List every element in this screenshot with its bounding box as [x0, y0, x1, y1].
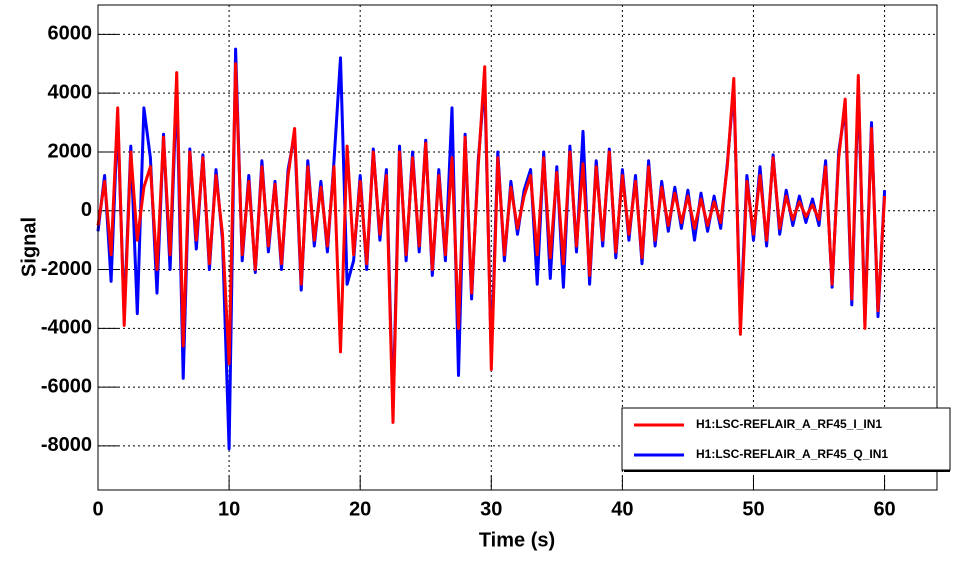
plot-frame	[97, 4, 938, 491]
y-tick-label: 0	[81, 199, 92, 221]
series-line	[96, 62, 887, 424]
y-tick-label: -6000	[41, 375, 92, 397]
y-axis-label: Signal	[18, 217, 40, 277]
x-tick-label: 50	[742, 498, 764, 520]
y-tick-label: 4000	[48, 81, 93, 103]
y-tick-label: 2000	[48, 140, 93, 162]
y-tick-label: 6000	[48, 23, 93, 45]
legend-label: H1:LSC-REFLAIR_A_RF45_I_IN1	[696, 417, 882, 431]
y-tick-label: -8000	[41, 434, 92, 456]
y-tick-label: -2000	[41, 258, 92, 280]
legend-box	[621, 407, 951, 471]
x-tick-label: 0	[92, 498, 103, 520]
x-tick-label: 40	[611, 498, 633, 520]
x-tick-label: 30	[480, 498, 502, 520]
x-tick-label: 20	[349, 498, 371, 520]
legend-label: H1:LSC-REFLAIR_A_RF45_Q_IN1	[696, 447, 888, 461]
series-line	[96, 47, 887, 451]
y-tick-label: -4000	[41, 317, 92, 339]
x-tick-label: 10	[218, 498, 240, 520]
x-tick-label: 60	[873, 498, 895, 520]
x-axis-label: Time (s)	[479, 529, 555, 551]
